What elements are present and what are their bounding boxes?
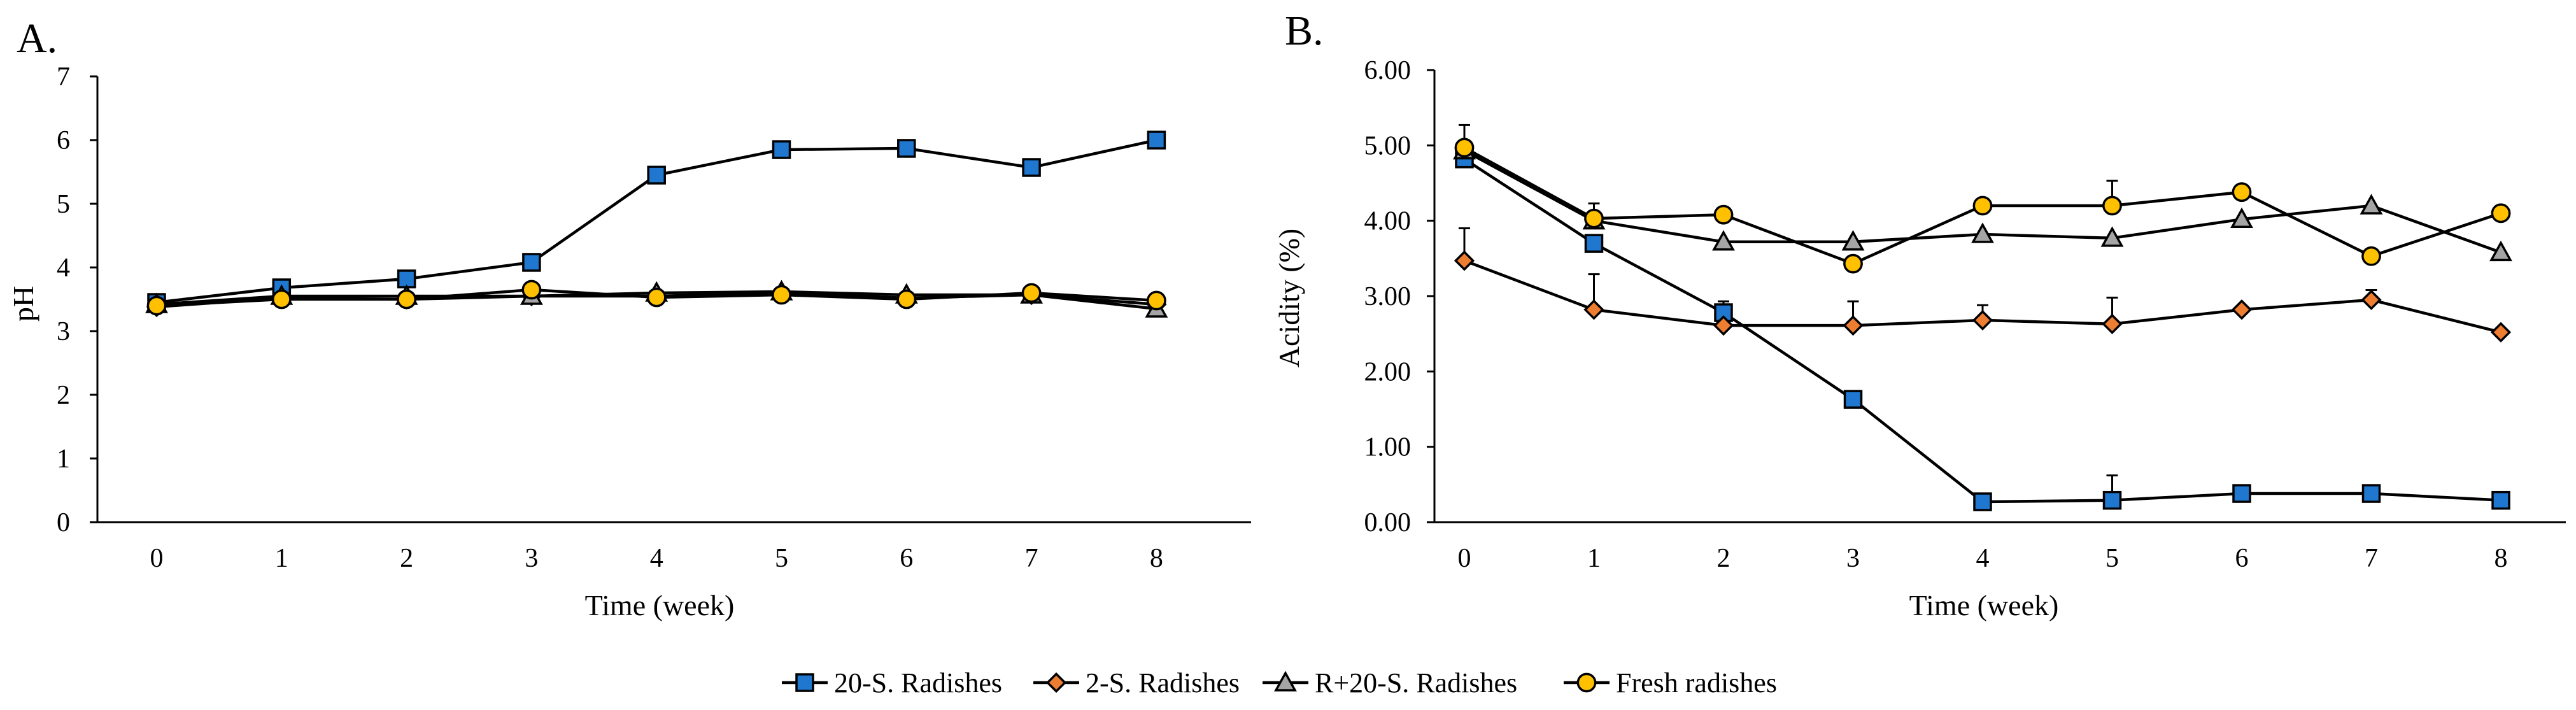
panel-a-square-marker <box>647 166 666 185</box>
panel-a-y-tick-label: 2 <box>57 381 70 410</box>
panel-b-x-tick-label: 5 <box>2105 544 2119 573</box>
panel-b-x-axis-title: Time (week) <box>1909 589 2059 621</box>
panel-a-circle-marker <box>397 289 416 309</box>
panel-b-square-marker <box>1973 492 1992 511</box>
panel-a-circle-marker <box>521 280 542 300</box>
legend-item-label: 2-S. Radishes <box>1086 667 1240 699</box>
panel-a-x-tick-label: 6 <box>900 544 913 573</box>
panel-b-x-tick-label: 6 <box>2235 544 2249 573</box>
panel-b-y-tick-label: 6.00 <box>1364 56 1412 85</box>
legend-item-label: 20-S. Radishes <box>834 667 1002 699</box>
panel-b-square-marker <box>1584 234 1604 253</box>
panel-b-chart: B. Acidity (%) Time (week) 0.00 1.00 2.00 3… <box>1273 8 2566 621</box>
panel-b-circle-marker <box>2361 246 2381 266</box>
panel-b-x-tick-label: 4 <box>1976 544 1990 573</box>
panel-a-square-marker <box>522 253 541 272</box>
panel-b-x-tick-label: 2 <box>1717 544 1730 573</box>
panel-a-x-tick-label: 1 <box>275 544 288 573</box>
panel-b-triangle-marker <box>2100 226 2124 247</box>
legend-triangle-marker <box>1274 671 1297 692</box>
panel-b-diamond-marker <box>2361 289 2382 311</box>
panel-b-square-marker <box>2232 484 2251 503</box>
panel-b-x-tick-label: 7 <box>2365 544 2378 573</box>
panel-a-y-tick-label: 0 <box>57 508 70 537</box>
panel-b-diamond-marker <box>2102 313 2123 334</box>
panel-a-square-marker <box>897 139 916 158</box>
panel-b-triangle-marker <box>2489 240 2512 262</box>
panel-b-triangle-marker <box>2230 207 2253 229</box>
panel-a-x-tick-label: 3 <box>525 544 538 573</box>
panel-b-diamond-marker <box>2231 299 2253 320</box>
panel-a-chart: A. pH Time (week) 0 1 2 3 4 5 6 7 0 1 2 3 4 5 6 7 8 <box>7 15 1251 621</box>
panel-b-x-tick-label: 3 <box>1846 544 1860 573</box>
legend-item-label: Fresh radishes <box>1616 667 1777 699</box>
panel-a-x-tick-label: 8 <box>1150 544 1163 573</box>
panel-b-circle-marker <box>2102 195 2122 216</box>
panel-b-diamond-marker <box>2490 322 2512 343</box>
legend: 20-S. Radishes 2-S. Radishes R+20-S. Radis… <box>782 667 1777 699</box>
panel-a-letter: A. <box>17 15 57 62</box>
panel-a-circle-marker <box>1147 290 1166 311</box>
panel-a-series-line-1 <box>156 138 1157 304</box>
panel-b-y-tick-label: 0.00 <box>1364 508 1412 537</box>
panel-a-x-tick-label: 2 <box>400 544 413 573</box>
panel-a-square-marker <box>1022 158 1041 177</box>
panel-b-circle-marker <box>1713 204 1734 225</box>
panel-a-x-tick-label: 0 <box>150 544 164 573</box>
panel-b-triangle-marker <box>1712 230 1735 251</box>
panel-b-x-tick-label: 8 <box>2495 544 2508 573</box>
panel-a-y-tick-label: 7 <box>57 62 70 92</box>
panel-a-y-tick-label: 3 <box>57 317 70 346</box>
panel-b-diamond-marker <box>1454 250 1475 271</box>
panel-a-square-marker <box>772 140 791 159</box>
panel-a-y-tick-label: 5 <box>57 190 70 219</box>
legend-square-marker <box>795 673 814 692</box>
legend-diamond-marker <box>1045 672 1067 693</box>
panel-a-x-tick-label: 4 <box>650 544 663 573</box>
panel-a-circle-marker <box>896 289 917 309</box>
panel-b-y-tick-label: 3.00 <box>1364 282 1412 311</box>
panel-b-y-tick-label: 1.00 <box>1364 433 1412 462</box>
panel-a-circle-marker <box>772 285 791 305</box>
panel-a-square-marker <box>1147 131 1166 150</box>
panel-b-x-tick-label: 1 <box>1587 544 1601 573</box>
panel-b-y-tick-label: 4.00 <box>1364 207 1412 236</box>
panel-b-diamond-marker <box>1713 315 1734 336</box>
panel-a-circle-marker <box>1021 283 1042 303</box>
panel-b-square-marker <box>2102 490 2122 510</box>
panel-a-circle-marker <box>146 295 167 316</box>
panel-a-y-axis-title: pH <box>7 286 39 322</box>
panel-b-diamond-marker <box>1843 315 1864 336</box>
legend-item-label: R+20-S. Radishes <box>1315 667 1517 699</box>
panel-b-diamond-marker <box>1583 299 1604 320</box>
panel-a-circle-marker <box>271 289 292 309</box>
panel-b-circle-marker <box>1972 195 1993 216</box>
panel-b-x-tick-label: 0 <box>1458 544 1471 573</box>
panel-a-circle-marker <box>646 287 667 308</box>
panel-b-y-tick-label: 5.00 <box>1364 131 1412 160</box>
panel-b-triangle-marker <box>1971 222 1994 243</box>
panel-b-triangle-marker <box>1841 230 1865 251</box>
panel-b-circle-marker <box>1584 208 1604 229</box>
panel-a-y-tick-label: 1 <box>57 444 70 474</box>
panel-b-circle-marker <box>1454 138 1475 158</box>
panel-b-y-axis-title: Acidity (%) <box>1273 229 1305 367</box>
panel-b-circle-marker <box>2232 182 2252 202</box>
panel-b-letter: B. <box>1285 8 1324 54</box>
panel-b-square-marker <box>2491 490 2510 510</box>
panel-a-y-tick-label: 6 <box>57 126 70 155</box>
panel-a-y-tick-label: 4 <box>57 253 70 283</box>
panel-b-y-tick-label: 2.00 <box>1364 357 1412 387</box>
panel-b-diamond-marker <box>1972 309 1993 330</box>
panel-a-x-tick-label: 7 <box>1025 544 1038 573</box>
legend-circle-marker <box>1576 672 1597 693</box>
panel-b-circle-marker <box>1843 253 1863 274</box>
panel-b-square-marker <box>2361 484 2381 503</box>
panel-a-x-tick-label: 5 <box>775 544 788 573</box>
panel-b-square-marker <box>1843 390 1863 409</box>
panel-b-triangle-marker <box>2360 194 2383 215</box>
panel-b-circle-marker <box>2491 203 2511 224</box>
panel-a-x-axis-title: Time (week) <box>585 589 735 621</box>
